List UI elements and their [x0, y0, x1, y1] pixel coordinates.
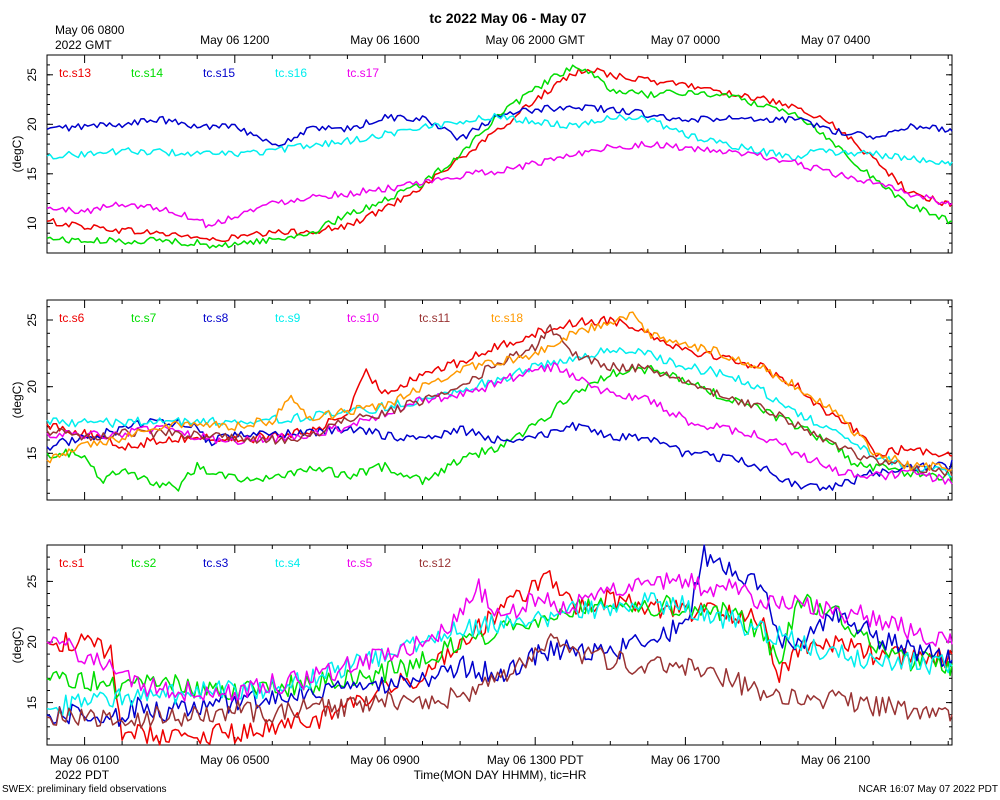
- series-line-tc-s17: [46, 140, 953, 229]
- legend-tc-s15: tc.s15: [203, 66, 235, 80]
- gmt-tick-label: May 06 1600: [350, 33, 420, 47]
- series-line-tc-s4: [46, 592, 953, 716]
- panel-middle: 15 20 25 (degC) tc.s6 tc.s7 tc.s8 tc.s9 tc.s10 tc…: [10, 299, 953, 501]
- y-tick-label: 25: [25, 574, 39, 588]
- gmt-tick-label: May 06 1200: [200, 33, 270, 47]
- legend-tc-s5: tc.s5: [347, 556, 373, 570]
- legend-tc-s10: tc.s10: [347, 311, 379, 325]
- plot-frame: [46, 544, 953, 746]
- series-line-tc-s16: [46, 112, 953, 167]
- series-line-tc-s9: [46, 347, 953, 478]
- y-axis-label: (degC): [10, 627, 24, 664]
- y-tick-label: 10: [25, 216, 39, 230]
- panel-bottom: 15 20 25 (degC) tc.s1 tc.s2 tc.s3 tc.s4 tc.s5 tc.…: [10, 544, 953, 746]
- plot-frame: [46, 299, 953, 501]
- series-line-tc-s15: [46, 104, 953, 147]
- series-line-tc-s7: [46, 364, 953, 492]
- footer-timestamp: NCAR 16:07 May 07 2022 PDT: [858, 784, 998, 795]
- legend-tc-s11: tc.s11: [419, 311, 450, 325]
- series-line-tc-s3: [46, 544, 953, 728]
- legend-tc-s7: tc.s7: [131, 311, 157, 325]
- pdt-tick-label: May 06 0100: [50, 753, 120, 767]
- legend-tc-s16: tc.s16: [275, 66, 307, 80]
- y-axis-label: (degC): [10, 136, 24, 173]
- series-line-tc-s14: [46, 64, 953, 249]
- legend-tc-s14: tc.s14: [131, 66, 163, 80]
- y-tick-label: 20: [25, 117, 39, 131]
- series-line-tc-s18: [46, 311, 953, 472]
- legend-tc-s17: tc.s17: [347, 66, 379, 80]
- x-axis-label: Time(MON DAY HHMM), tic=HR: [414, 768, 587, 782]
- gmt-corner-label-2: 2022 GMT: [55, 38, 112, 52]
- pdt-tick-label: May 06 0500: [200, 753, 270, 767]
- legend-tc-s4: tc.s4: [275, 556, 301, 570]
- pdt-tick-label: May 06 1300 PDT: [487, 753, 584, 767]
- legend-tc-s18: tc.s18: [491, 311, 523, 325]
- y-tick-label: 20: [25, 380, 39, 394]
- gmt-tick-label: May 07 0400: [801, 33, 871, 47]
- pdt-tick-label: May 06 1700: [651, 753, 721, 767]
- legend-tc-s1: tc.s1: [59, 556, 85, 570]
- legend-tc-s3: tc.s3: [203, 556, 229, 570]
- panel-top: 10 15 20 25 (degC) tc.s13 tc.s14 tc.s15 tc.s16 tc…: [10, 54, 953, 254]
- series-line-tc-s11: [46, 324, 953, 477]
- gmt-corner-label-1: May 06 0800: [55, 23, 125, 37]
- gmt-tick-label: May 07 0000: [651, 33, 721, 47]
- y-tick-label: 20: [25, 635, 39, 649]
- series-line-tc-s5: [46, 572, 953, 703]
- y-tick-label: 25: [25, 313, 39, 327]
- y-tick-label: 15: [25, 167, 39, 181]
- y-axis-label: (degC): [10, 382, 24, 419]
- y-tick-label: 25: [25, 68, 39, 82]
- chart-title: tc 2022 May 06 - May 07: [429, 10, 586, 26]
- footer-note: SWEX: preliminary field observations: [2, 784, 167, 795]
- gmt-tick-label: May 06 2000 GMT: [486, 33, 586, 47]
- legend-tc-s12: tc.s12: [419, 556, 451, 570]
- series-line-tc-s10: [46, 362, 953, 485]
- panels: 10 15 20 25 (degC) tc.s13 tc.s14 tc.s15 tc.s16 tc…: [10, 33, 953, 767]
- series-line-tc-s8: [46, 418, 953, 492]
- pdt-corner-label: 2022 PDT: [55, 768, 110, 782]
- y-tick-label: 15: [25, 696, 39, 710]
- series-line-tc-s13: [46, 67, 953, 243]
- y-tick-label: 15: [25, 446, 39, 460]
- pdt-tick-label: May 06 0900: [350, 753, 420, 767]
- legend-tc-s9: tc.s9: [275, 311, 301, 325]
- legend-tc-s8: tc.s8: [203, 311, 229, 325]
- legend-tc-s13: tc.s13: [59, 66, 91, 80]
- series-line-tc-s12: [46, 633, 953, 729]
- legend-tc-s6: tc.s6: [59, 311, 85, 325]
- pdt-tick-label: May 06 2100: [801, 753, 871, 767]
- legend-tc-s2: tc.s2: [131, 556, 157, 570]
